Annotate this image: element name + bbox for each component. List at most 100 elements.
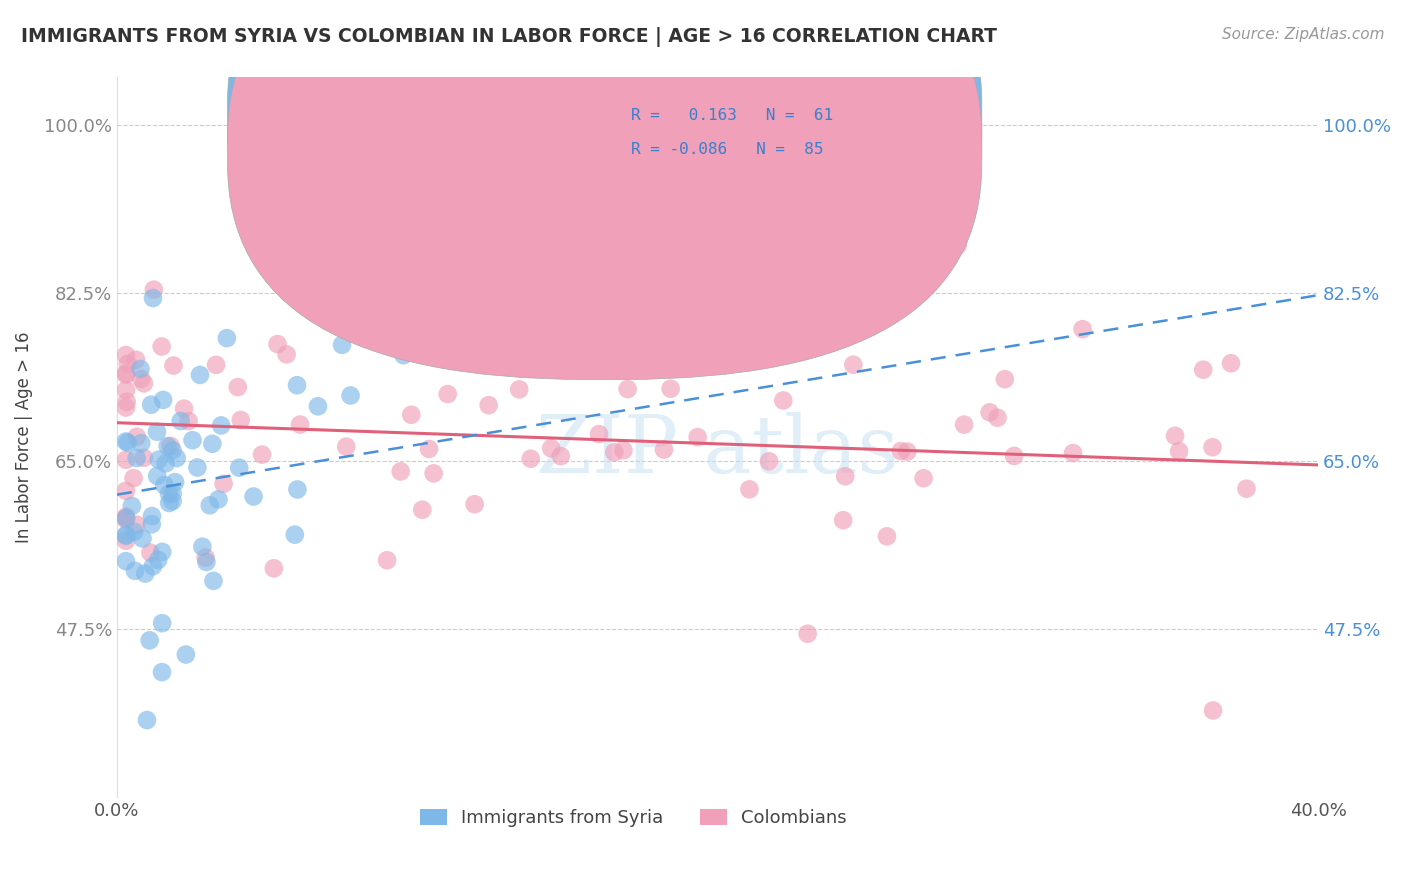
Point	[124, 564, 146, 578]
FancyBboxPatch shape	[564, 86, 943, 180]
Point	[194, 550, 217, 565]
Point	[132, 450, 155, 465]
Point	[115, 366, 138, 380]
Point	[266, 337, 288, 351]
Point	[411, 502, 433, 516]
Point	[115, 513, 138, 527]
Point	[946, 238, 969, 252]
Point	[832, 513, 855, 527]
Point	[226, 380, 249, 394]
Point	[659, 382, 682, 396]
Point	[115, 368, 138, 382]
Point	[195, 555, 218, 569]
Point	[162, 443, 184, 458]
Point	[896, 444, 918, 458]
Point	[401, 408, 423, 422]
Point	[174, 648, 197, 662]
Point	[129, 362, 152, 376]
Point	[436, 387, 458, 401]
Point	[132, 376, 155, 391]
Point	[115, 533, 138, 548]
Point	[142, 559, 165, 574]
Point	[287, 483, 309, 497]
Point	[706, 200, 728, 214]
Point	[994, 372, 1017, 386]
Point	[115, 528, 138, 542]
Point	[588, 427, 610, 442]
Point	[1220, 356, 1243, 370]
Point	[335, 440, 357, 454]
Point	[122, 524, 145, 539]
Point	[159, 439, 181, 453]
Point	[115, 394, 138, 409]
Point	[478, 398, 501, 412]
Point	[652, 442, 675, 457]
Point	[155, 457, 177, 471]
Legend: Immigrants from Syria, Colombians: Immigrants from Syria, Colombians	[413, 802, 855, 835]
Point	[134, 566, 156, 581]
Point	[122, 471, 145, 485]
Point	[198, 498, 221, 512]
Point	[215, 331, 238, 345]
Point	[166, 451, 188, 466]
Point	[115, 509, 138, 524]
Point	[772, 393, 794, 408]
Point	[115, 529, 138, 543]
Point	[191, 540, 214, 554]
Point	[422, 467, 444, 481]
Point	[912, 471, 935, 485]
Point	[205, 358, 228, 372]
Point	[162, 486, 184, 500]
Point	[125, 517, 148, 532]
Point	[115, 348, 138, 362]
Point	[115, 483, 138, 498]
Point	[141, 517, 163, 532]
Point	[603, 445, 626, 459]
Point	[152, 392, 174, 407]
Point	[148, 452, 170, 467]
Point	[953, 417, 976, 432]
Point	[339, 388, 361, 402]
Point	[117, 435, 139, 450]
Point	[550, 449, 572, 463]
Point	[125, 352, 148, 367]
Point	[212, 476, 235, 491]
Point	[146, 469, 169, 483]
Point	[209, 418, 232, 433]
Point	[207, 492, 229, 507]
Point	[986, 410, 1008, 425]
Point	[519, 451, 541, 466]
Y-axis label: In Labor Force | Age > 16: In Labor Force | Age > 16	[15, 331, 32, 543]
Point	[125, 430, 148, 444]
Point	[115, 511, 138, 525]
Point	[162, 494, 184, 508]
Point	[136, 713, 159, 727]
Point	[157, 496, 180, 510]
Point	[284, 527, 307, 541]
Point	[129, 372, 152, 386]
Point	[1236, 482, 1258, 496]
Point	[263, 561, 285, 575]
Point	[288, 417, 311, 432]
Text: R =   0.163   N =  61: R = 0.163 N = 61	[631, 108, 834, 123]
Point	[181, 433, 204, 447]
Point	[758, 454, 780, 468]
Point	[686, 430, 709, 444]
Point	[796, 626, 818, 640]
Point	[150, 545, 173, 559]
Text: ZIP atlas: ZIP atlas	[536, 412, 898, 491]
Point	[508, 383, 530, 397]
Point	[150, 339, 173, 353]
Point	[202, 574, 225, 588]
Point	[285, 378, 308, 392]
Point	[330, 338, 353, 352]
Point	[229, 413, 252, 427]
Point	[228, 460, 250, 475]
FancyBboxPatch shape	[228, 0, 981, 380]
Point	[1071, 322, 1094, 336]
Point	[738, 483, 761, 497]
Point	[139, 546, 162, 560]
Point	[138, 633, 160, 648]
FancyBboxPatch shape	[228, 0, 981, 346]
Point	[150, 616, 173, 631]
